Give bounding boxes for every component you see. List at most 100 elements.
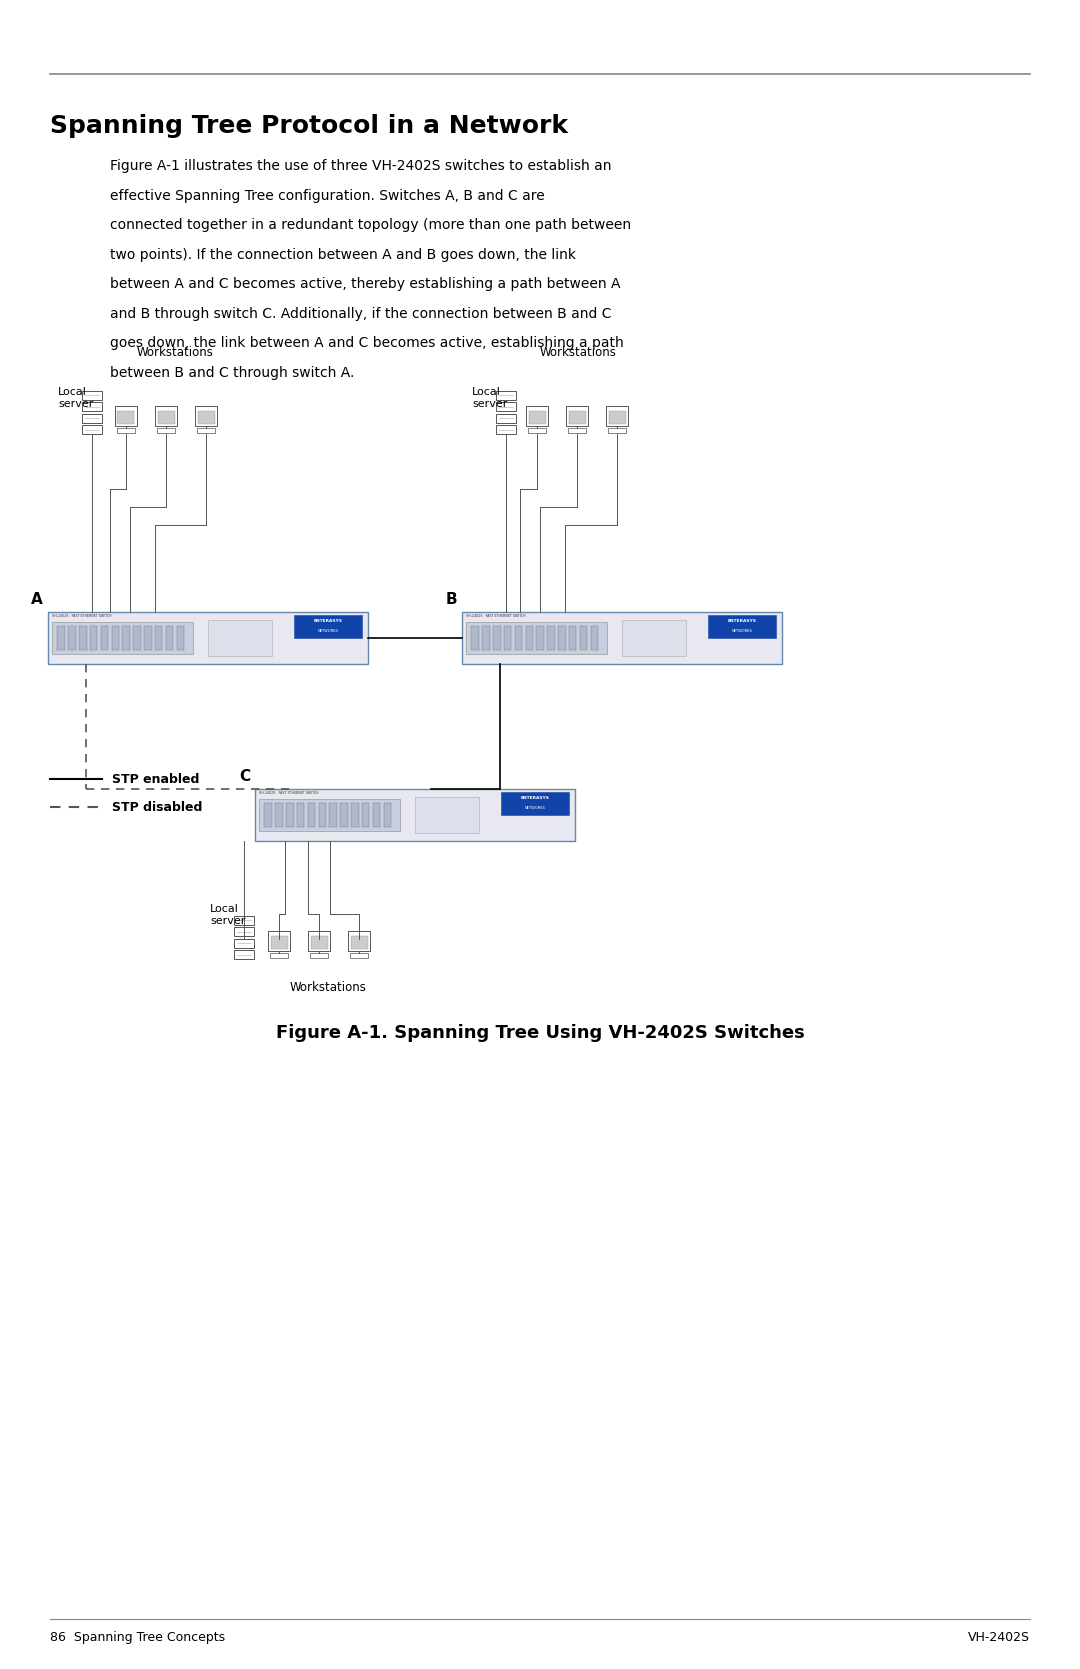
Text: ENTERASYS: ENTERASYS <box>728 619 756 623</box>
Bar <box>270 936 287 950</box>
Text: STP enabled: STP enabled <box>112 773 200 786</box>
Bar <box>57 626 65 651</box>
Bar <box>208 619 272 656</box>
Bar <box>114 406 137 426</box>
Text: 86  Spanning Tree Concepts: 86 Spanning Tree Concepts <box>50 1631 225 1644</box>
Bar <box>195 406 217 426</box>
Bar <box>483 626 490 651</box>
Bar <box>158 411 175 424</box>
Bar <box>348 931 370 951</box>
Text: A: A <box>31 592 43 608</box>
Bar <box>82 414 102 422</box>
Bar <box>351 936 367 950</box>
Bar <box>176 626 184 651</box>
Bar <box>68 626 76 651</box>
Bar <box>528 427 546 432</box>
Bar <box>79 626 86 651</box>
Bar <box>526 626 534 651</box>
Bar <box>82 391 102 399</box>
Bar <box>504 626 512 651</box>
Bar <box>268 931 291 951</box>
Bar <box>528 411 545 424</box>
Bar <box>494 626 501 651</box>
Bar <box>569 626 577 651</box>
Text: Local
server: Local server <box>210 905 245 926</box>
Text: and B through switch C. Additionally, if the connection between B and C: and B through switch C. Additionally, if… <box>110 307 611 320</box>
Bar <box>526 406 548 426</box>
Bar <box>275 803 283 828</box>
Bar <box>198 411 215 424</box>
FancyBboxPatch shape <box>462 613 782 664</box>
Text: B: B <box>445 592 457 608</box>
Bar <box>165 626 173 651</box>
Bar <box>515 626 523 651</box>
Bar <box>197 427 215 432</box>
Bar <box>311 936 327 950</box>
Bar <box>157 427 175 432</box>
Bar <box>496 426 516 434</box>
Bar <box>537 626 544 651</box>
Bar <box>308 803 315 828</box>
Bar <box>118 411 135 424</box>
Bar <box>708 614 775 638</box>
Bar <box>270 953 288 958</box>
Bar <box>295 614 362 638</box>
Text: C: C <box>239 769 249 784</box>
Bar <box>310 953 328 958</box>
Bar <box>501 791 568 814</box>
Bar <box>154 626 162 651</box>
Bar <box>373 803 380 828</box>
Text: Workstations: Workstations <box>136 345 214 359</box>
Bar <box>351 803 359 828</box>
Text: Local
server: Local server <box>58 387 93 409</box>
Text: Local
server: Local server <box>472 387 508 409</box>
Bar <box>580 626 588 651</box>
Bar <box>234 950 254 960</box>
FancyBboxPatch shape <box>255 789 575 841</box>
Text: NETWORKS: NETWORKS <box>525 806 545 811</box>
Bar <box>319 803 326 828</box>
Text: goes down, the link between A and C becomes active, establishing a path: goes down, the link between A and C beco… <box>110 335 624 350</box>
Bar <box>234 916 254 925</box>
Bar <box>340 803 348 828</box>
Bar <box>608 411 625 424</box>
Bar <box>133 626 140 651</box>
Bar <box>622 619 686 656</box>
Text: NETWORKS: NETWORKS <box>731 629 753 634</box>
Text: two points). If the connection between A and B goes down, the link: two points). If the connection between A… <box>110 247 576 262</box>
Text: ENTERASYS: ENTERASYS <box>521 796 550 799</box>
FancyBboxPatch shape <box>48 613 368 664</box>
Text: ENTERASYS: ENTERASYS <box>313 619 342 623</box>
Text: Figure A-1 illustrates the use of three VH-2402S switches to establish an: Figure A-1 illustrates the use of three … <box>110 159 611 174</box>
Bar <box>234 938 254 948</box>
Bar <box>52 623 193 654</box>
Text: VH-2402S   FAST ETHERNET SWITCH: VH-2402S FAST ETHERNET SWITCH <box>465 614 526 618</box>
Bar <box>568 427 586 432</box>
Bar <box>496 414 516 422</box>
Bar <box>415 796 480 833</box>
Text: VH-2402S   FAST ETHERNET SWITCH: VH-2402S FAST ETHERNET SWITCH <box>259 791 319 794</box>
Bar <box>156 406 177 426</box>
Bar <box>122 626 130 651</box>
Bar <box>548 626 555 651</box>
Text: between A and C becomes active, thereby establishing a path between A: between A and C becomes active, thereby … <box>110 277 621 290</box>
Bar <box>568 411 585 424</box>
Bar <box>496 391 516 399</box>
Bar <box>90 626 97 651</box>
Bar <box>383 803 391 828</box>
Text: Workstations: Workstations <box>540 345 617 359</box>
Text: VH-2402S: VH-2402S <box>968 1631 1030 1644</box>
Bar <box>606 406 627 426</box>
Bar <box>297 803 305 828</box>
Bar <box>362 803 369 828</box>
Bar <box>496 402 516 411</box>
Bar <box>117 427 135 432</box>
Bar <box>591 626 598 651</box>
Bar <box>82 426 102 434</box>
Text: NETWORKS: NETWORKS <box>318 629 338 634</box>
Bar <box>465 623 607 654</box>
Text: Spanning Tree Protocol in a Network: Spanning Tree Protocol in a Network <box>50 113 568 139</box>
Text: between B and C through switch A.: between B and C through switch A. <box>110 366 354 379</box>
Text: connected together in a redundant topology (more than one path between: connected together in a redundant topolo… <box>110 219 631 232</box>
Text: VH-2402S   FAST ETHERNET SWITCH: VH-2402S FAST ETHERNET SWITCH <box>52 614 111 618</box>
